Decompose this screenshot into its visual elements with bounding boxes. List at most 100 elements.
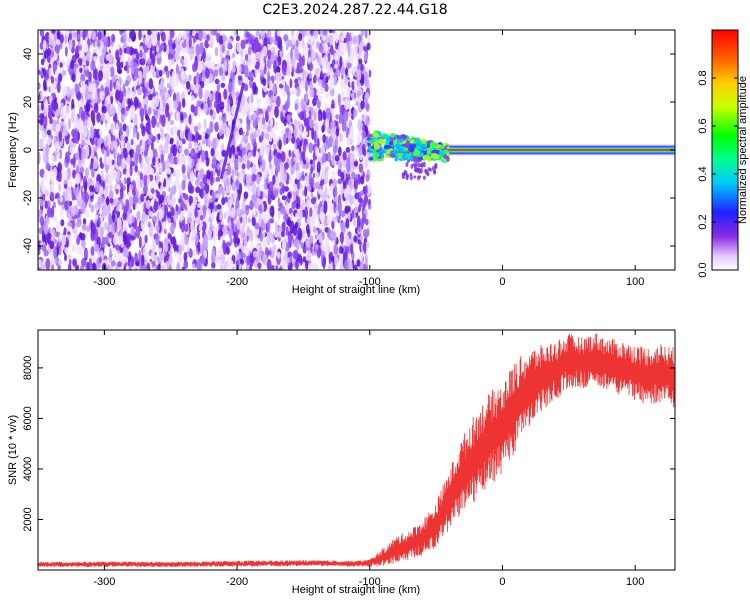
noise-cell [347, 231, 352, 238]
noise-cell [278, 72, 282, 82]
noise-cell [204, 68, 210, 79]
noise-cell [231, 66, 236, 73]
noise-cell [329, 83, 334, 91]
noise-cell [325, 76, 329, 83]
noise-cell [284, 186, 290, 192]
noise-cell [295, 212, 299, 219]
scatter-cell [412, 150, 421, 157]
noise-cell [147, 57, 151, 64]
noise-cell [365, 79, 369, 87]
colorbar-tick-label: 0.0 [697, 262, 709, 277]
noise-cell [150, 141, 154, 151]
noise-cell [202, 63, 206, 71]
noise-cell [339, 254, 344, 264]
noise-cell [302, 44, 308, 57]
noise-cell [352, 219, 357, 227]
noise-cell [189, 52, 193, 61]
noise-cell [354, 44, 358, 57]
noise-cell [72, 169, 76, 180]
noise-cell [88, 201, 92, 209]
noise-cell [61, 234, 66, 246]
noise-cell [119, 122, 123, 135]
noise-cell [155, 173, 160, 185]
noise-cell [251, 173, 256, 182]
noise-cell [312, 42, 316, 49]
noise-cell [340, 247, 344, 254]
noise-cell [183, 47, 189, 53]
noise-cell [345, 218, 350, 230]
noise-cell [334, 31, 339, 44]
noise-cell [79, 49, 85, 56]
noise-cell [288, 177, 294, 185]
noise-cell [80, 132, 85, 140]
noise-cell [290, 157, 295, 168]
noise-cell [146, 41, 152, 49]
noise-cell [322, 152, 327, 163]
noise-cell [205, 208, 211, 216]
noise-cell [344, 205, 350, 214]
noise-cell [295, 238, 300, 251]
noise-cell [255, 52, 260, 60]
noise-cell [322, 256, 326, 270]
snr-plot-area [38, 333, 675, 568]
y-tick-label: 8000 [22, 356, 34, 380]
noise-cell [344, 234, 350, 247]
noise-cell [331, 220, 335, 230]
noise-cell [226, 165, 232, 176]
noise-cell [240, 49, 244, 57]
noise-cell [66, 86, 71, 98]
noise-cell [213, 100, 217, 109]
noise-cell [101, 113, 105, 122]
noise-cell [43, 172, 48, 181]
noise-cell [350, 47, 354, 60]
noise-cell [181, 41, 187, 49]
noise-cell [139, 107, 145, 119]
noise-cell [40, 216, 44, 227]
noise-cell [270, 51, 275, 65]
noise-cell [80, 73, 86, 84]
noise-cell [187, 131, 193, 143]
noise-cell [119, 47, 123, 56]
noise-region [38, 30, 372, 270]
noise-cell [206, 34, 210, 41]
noise-cell [231, 104, 237, 115]
noise-cell [70, 60, 75, 69]
noise-cell [208, 93, 213, 101]
noise-cell [250, 127, 256, 134]
noise-cell [64, 191, 69, 202]
noise-cell [265, 132, 270, 141]
noise-cell [276, 152, 282, 159]
noise-cell [325, 135, 329, 146]
noise-cell [146, 175, 151, 185]
noise-cell [95, 243, 100, 252]
noise-cell [200, 103, 204, 109]
noise-cell [186, 243, 190, 253]
noise-cell [354, 206, 359, 214]
noise-cell [290, 47, 293, 60]
colorbar-tick-label: 0.4 [697, 166, 709, 181]
noise-cell [148, 191, 153, 199]
noise-cell [38, 239, 41, 246]
noise-cell [223, 60, 228, 72]
noise-cell [164, 160, 170, 168]
noise-cell [295, 39, 299, 48]
noise-cell [198, 86, 203, 100]
noise-cell [81, 224, 87, 232]
noise-cell [68, 179, 72, 189]
noise-cell [90, 60, 95, 71]
noise-cell [307, 34, 313, 45]
noise-cell [96, 54, 101, 62]
noise-cell [115, 188, 119, 194]
noise-cell [228, 259, 234, 270]
scatter-cell [438, 150, 446, 157]
noise-cell [180, 219, 185, 233]
noise-cell [183, 259, 189, 269]
noise-cell [157, 247, 163, 253]
noise-cell [247, 151, 252, 159]
noise-cell [147, 30, 152, 36]
noise-cell [209, 108, 213, 116]
noise-cell [162, 95, 166, 108]
noise-cell [233, 266, 238, 270]
noise-cell [236, 253, 241, 261]
